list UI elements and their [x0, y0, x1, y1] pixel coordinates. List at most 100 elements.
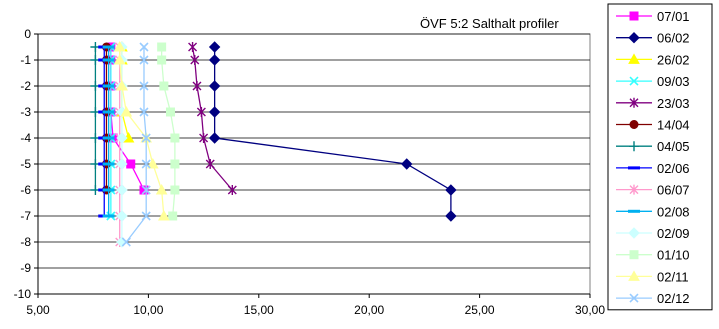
series-23-03: [188, 42, 237, 195]
marker-x: [629, 76, 639, 86]
marker-x: [139, 81, 149, 91]
x-tick-label: 30,00: [575, 303, 605, 317]
marker-triangle: [155, 183, 168, 195]
marker-x: [141, 211, 151, 221]
marker-square: [170, 185, 180, 195]
legend-item: 26/02: [616, 52, 690, 67]
legend-item: 02/09: [616, 226, 690, 241]
legend-box: [607, 3, 713, 311]
legend-item: 02/06: [616, 161, 690, 176]
marker-star: [196, 107, 206, 117]
marker-star: [199, 133, 209, 143]
marker-star: [629, 97, 639, 108]
y-tick-label: -6: [20, 183, 31, 197]
marker-diamond: [208, 106, 221, 118]
marker-square: [159, 81, 169, 91]
marker-diamond: [208, 41, 221, 53]
y-tick-label: -5: [20, 157, 31, 171]
marker-x: [141, 133, 151, 143]
legend-label: 01/10: [657, 248, 690, 263]
marker-diamond: [116, 210, 128, 222]
marker-dash: [102, 58, 115, 62]
marker-star: [629, 184, 639, 195]
legend-label: 02/11: [657, 269, 689, 284]
marker-x: [139, 107, 149, 117]
marker-star: [190, 55, 200, 65]
x-tick-label: 25,00: [465, 303, 495, 317]
legend-label: 07/01: [657, 9, 690, 24]
series-layer: [90, 40, 457, 248]
y-tick-label: -4: [20, 131, 31, 145]
marker-x: [141, 185, 151, 195]
legend-label: 23/03: [657, 96, 690, 111]
legend-item: 04/05: [616, 139, 690, 154]
legend-item: 09/03: [616, 74, 690, 89]
legend-item: 02/11: [616, 269, 689, 284]
marker-square: [170, 133, 180, 143]
marker-dash: [102, 84, 115, 88]
marker-diamond: [208, 54, 221, 66]
marker-x: [629, 293, 639, 303]
marker-square: [139, 185, 149, 195]
marker-diamond: [628, 227, 640, 239]
legend-label: 09/03: [657, 74, 690, 89]
marker-square: [629, 250, 639, 260]
y-tick-label: -2: [20, 79, 31, 93]
marker-x: [121, 237, 131, 247]
marker-diamond: [116, 132, 128, 144]
marker-star: [205, 159, 215, 169]
marker-triangle: [146, 157, 159, 169]
x-tick-label: 15,00: [244, 303, 274, 317]
legend-label: 06/02: [657, 31, 690, 46]
legend-label: 02/12: [657, 291, 690, 306]
marker-dash: [102, 214, 115, 218]
marker-diamond: [116, 184, 128, 196]
marker-star: [227, 185, 237, 195]
legend-item: 23/03: [616, 96, 690, 111]
legend-label: 02/09: [657, 226, 690, 241]
marker-plus: [629, 141, 639, 152]
marker-dash: [102, 45, 115, 49]
marker-circle: [629, 120, 639, 129]
marker-square: [170, 159, 180, 169]
marker-dash: [102, 188, 115, 192]
marker-diamond: [445, 210, 457, 222]
legend: 07/01 06/02 26/02 09/03 23/03 14/04 04/05 02/06…: [607, 3, 713, 311]
marker-triangle: [116, 79, 128, 91]
marker-triangle: [628, 270, 640, 281]
y-tick-label: -3: [20, 105, 31, 119]
marker-dash: [102, 110, 115, 114]
marker-triangle: [628, 53, 640, 64]
marker-diamond: [628, 31, 640, 44]
marker-square: [126, 159, 136, 169]
series-06-02: [208, 41, 457, 222]
series-02-08: [102, 45, 115, 218]
marker-dash: [102, 162, 115, 166]
y-tick-label: -7: [20, 209, 31, 223]
marker-triangle: [113, 40, 126, 52]
marker-diamond: [445, 184, 457, 196]
marker-diamond: [208, 132, 221, 144]
marker-x: [139, 42, 149, 52]
y-tick-label: -1: [20, 53, 31, 67]
y-tick-label: -9: [20, 261, 31, 275]
x-tick-label: 10,00: [133, 303, 163, 317]
marker-diamond: [208, 80, 221, 92]
x-tick-label: 20,00: [354, 303, 384, 317]
legend-item: 01/10: [616, 248, 690, 263]
series-02-12: [121, 42, 151, 247]
marker-square: [157, 42, 167, 52]
series-01-10: [157, 42, 180, 221]
marker-square: [165, 107, 175, 117]
legend-label: 26/02: [657, 52, 690, 67]
legend-label: 04/05: [657, 139, 690, 154]
marker-triangle: [120, 105, 133, 117]
legend-item: 07/01: [616, 9, 690, 24]
marker-dash: [628, 209, 640, 213]
marker-triangle: [158, 209, 170, 221]
marker-diamond: [116, 158, 128, 170]
legend-item: 02/08: [616, 204, 690, 219]
marker-triangle: [113, 53, 126, 65]
marker-square: [157, 55, 167, 65]
